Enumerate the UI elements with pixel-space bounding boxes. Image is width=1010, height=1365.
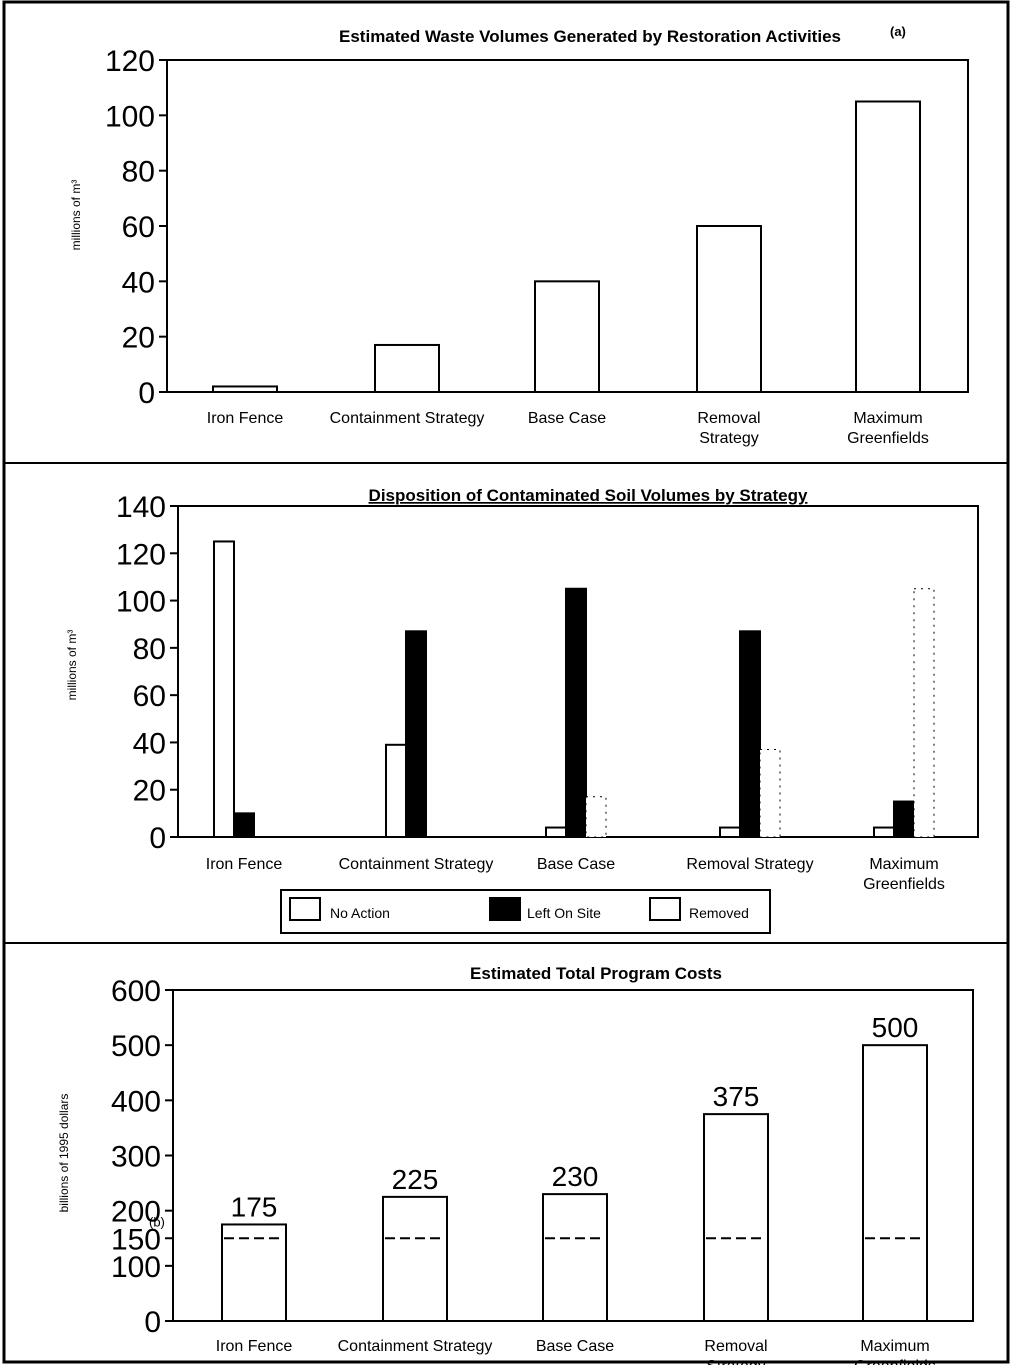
chart3-title: Estimated Total Program Costs <box>470 964 722 983</box>
chart2-y-axis-label: millions of m³ <box>65 630 79 701</box>
chart3-data-label: 225 <box>392 1164 439 1195</box>
chart1-title-note: (a) <box>890 24 906 39</box>
chart3-y-tick-label: 200 <box>111 1196 161 1229</box>
chart2-y-tick-label: 40 <box>133 727 166 760</box>
chart2-y-tick-label: 100 <box>116 586 166 619</box>
chart2-bar <box>913 588 935 838</box>
chart3-y-tick-label: 400 <box>111 1085 161 1118</box>
chart2-bar <box>719 826 741 838</box>
chart3-category-label: Iron Fence <box>216 1338 293 1355</box>
chart1-category-label: Removal <box>697 410 760 427</box>
chart3-y-tick-label: 500 <box>111 1030 161 1063</box>
chart2-bar <box>873 826 895 838</box>
chart3-bar <box>542 1193 608 1323</box>
chart2-legend-label: Left On Site <box>527 905 601 921</box>
chart1-y-tick-label: 40 <box>122 266 155 299</box>
chart2-bar <box>739 630 761 838</box>
chart2-bar <box>213 540 235 838</box>
chart1-category-label: Strategy <box>699 430 759 447</box>
chart1-bar <box>374 343 440 394</box>
chart3-bar <box>221 1223 287 1323</box>
chart3-y-tick-label: 150 <box>111 1223 161 1256</box>
chart3-y-tick-label: 300 <box>111 1141 161 1174</box>
chart1-bar <box>855 100 921 393</box>
chart3-data-label: 230 <box>552 1161 599 1192</box>
chart2-bar <box>545 826 567 838</box>
chart3-category-label: Containment Strategy <box>338 1338 493 1355</box>
chart1-category-label: Greenfields <box>847 430 929 447</box>
chart2-legend-swatch <box>289 897 321 921</box>
chart2-bar <box>385 743 407 838</box>
chart3-category-label: Strategy <box>706 1358 766 1365</box>
chart2-y-tick-label: 120 <box>116 538 166 571</box>
chart2-y-tick-label: 20 <box>133 775 166 808</box>
chart2-category-label: Base Case <box>537 856 615 873</box>
chart3-data-label: 500 <box>872 1012 919 1043</box>
chart2-y-tick-label: 140 <box>116 491 166 524</box>
chart3-data-label: 175 <box>231 1191 278 1222</box>
chart2-category-label: Maximum <box>869 856 938 873</box>
chart2-category-label: Greenfields <box>863 876 945 893</box>
chart2-bar <box>405 630 427 838</box>
chart2-title: Disposition of Contaminated Soil Volumes… <box>369 486 808 505</box>
chart3-y-axis-label: billions of 1995 dollars <box>57 1094 71 1213</box>
chart2-legend-box <box>280 889 771 934</box>
chart1-bar <box>696 225 762 393</box>
chart1-category-label: Base Case <box>528 410 606 427</box>
chart1-title: Estimated Waste Volumes Generated by Res… <box>339 27 841 46</box>
chart3-bar <box>382 1195 448 1322</box>
chart3-y-tick-label: 100 <box>111 1251 161 1284</box>
chart1-bar <box>212 385 278 394</box>
chart2-category-label: Iron Fence <box>206 856 283 873</box>
chart1-y-tick-label: 120 <box>105 45 155 78</box>
chart2-legend-swatch <box>489 897 521 921</box>
chart2-category-label: Removal Strategy <box>686 856 813 873</box>
chart3-y-tick-label: 0 <box>144 1306 161 1339</box>
chart1-y-tick-label: 0 <box>138 377 155 410</box>
chart1-y-tick-label: 100 <box>105 100 155 133</box>
chart1-category-label: Containment Strategy <box>330 410 485 427</box>
chart2-bar <box>759 749 781 838</box>
chart2-y-tick-label: 60 <box>133 680 166 713</box>
chart3-data-label: 375 <box>713 1081 760 1112</box>
chart2-category-label: Containment Strategy <box>339 856 494 873</box>
chart3-bar <box>862 1044 928 1322</box>
chart3-category-label: Greenfields <box>854 1358 936 1365</box>
chart1-y-tick-label: 20 <box>122 322 155 355</box>
chart2-legend-label: Removed <box>689 905 749 921</box>
chart2-bar <box>893 800 915 838</box>
chart3-category-label: Removal <box>704 1338 767 1355</box>
chart2-bar <box>233 812 255 838</box>
chart1-bar <box>534 280 600 394</box>
chart2-bar <box>565 587 587 838</box>
chart1-y-tick-label: 60 <box>122 211 155 244</box>
chart2-y-tick-label: 0 <box>149 822 166 855</box>
chart3-y-tick-label: 600 <box>111 975 161 1008</box>
chart2-bar <box>585 796 607 838</box>
chart1-y-tick-label: 80 <box>122 156 155 189</box>
chart3-y-tick-note: (b) <box>149 1214 165 1229</box>
chart1-category-label: Iron Fence <box>207 410 284 427</box>
chart1-category-label: Maximum <box>853 410 922 427</box>
chart3-category-label: Base Case <box>536 1338 614 1355</box>
chart2-legend-swatch <box>649 897 681 921</box>
chart2-legend-label: No Action <box>330 905 390 921</box>
chart3-category-label: Maximum <box>860 1338 929 1355</box>
chart1-y-axis-label: millions of m³ <box>69 180 83 251</box>
chart3-bar <box>703 1113 769 1322</box>
chart2-y-tick-label: 80 <box>133 633 166 666</box>
